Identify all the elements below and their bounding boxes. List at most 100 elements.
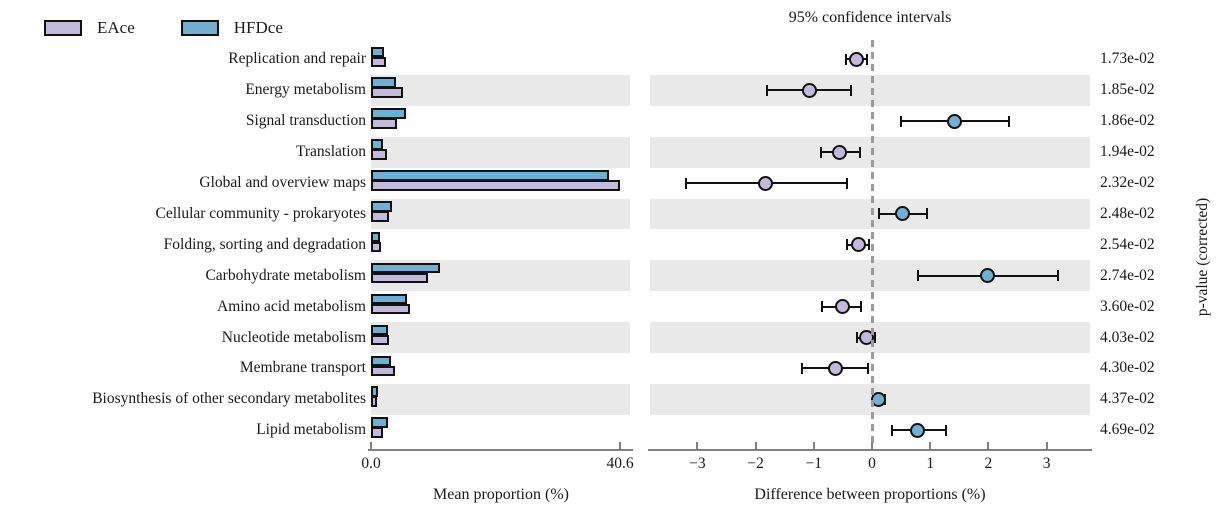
- row-stripe-left: [371, 322, 630, 353]
- pvalue-label: 4.03e-02: [1100, 328, 1155, 346]
- ci-cap-high: [850, 84, 853, 96]
- row-stripe-left: [371, 383, 630, 415]
- bar-hfdce: [371, 46, 384, 57]
- right-axis-tick: [871, 442, 873, 449]
- pvalue-label: 4.30e-02: [1100, 359, 1155, 377]
- ci-cap-high: [1008, 115, 1011, 127]
- eace-swatch-icon: [44, 20, 82, 36]
- ci-cap-high: [868, 239, 871, 251]
- category-label: Replication and repair: [228, 50, 366, 68]
- bar-eace: [371, 211, 389, 222]
- legend-item-eace: EAce: [44, 18, 135, 38]
- bar-hfdce: [371, 386, 378, 397]
- category-label: Energy metabolism: [245, 81, 366, 99]
- right-axis-tick: [696, 442, 699, 449]
- ci-cap-low: [765, 84, 768, 96]
- ci-cap-high: [944, 424, 947, 436]
- diff-mean-dot: [827, 360, 843, 376]
- right-axis-title: Difference between proportions (%): [754, 486, 986, 503]
- right-axis-tick-label: 2: [984, 455, 993, 472]
- bar-eace: [371, 427, 384, 438]
- right-axis-tick-label: −2: [747, 455, 764, 472]
- category-label: Lipid metabolism: [256, 421, 366, 439]
- diff-mean-dot: [834, 299, 850, 315]
- pvalue-label: 2.74e-02: [1100, 266, 1155, 284]
- ci-cap-high: [874, 332, 877, 344]
- diff-mean-dot: [801, 82, 817, 98]
- right-axis-tick-label: 0: [868, 455, 876, 472]
- row-stripe-left: [371, 136, 630, 168]
- ci-cap-low: [820, 301, 823, 313]
- bar-eace: [371, 87, 403, 98]
- ci-cap-high: [859, 301, 862, 313]
- pvalue-label: 3.60e-02: [1100, 297, 1155, 315]
- diff-mean-dot: [947, 113, 963, 129]
- right-axis-tick: [754, 442, 757, 449]
- left-axis-tick: [619, 442, 621, 449]
- pvalue-label: 1.73e-02: [1100, 50, 1155, 68]
- ci-cap-low: [890, 424, 893, 436]
- bar-eace: [371, 118, 397, 129]
- category-label: Biosynthesis of other secondary metaboli…: [92, 390, 366, 408]
- ci-cap-high: [925, 208, 928, 220]
- confidence-intervals-title: 95% confidence intervals: [788, 9, 952, 26]
- pvalue-label: 2.32e-02: [1100, 174, 1155, 192]
- ci-cap-high: [858, 146, 861, 158]
- right-axis-tick: [1045, 442, 1048, 449]
- left-axis-title: Mean proportion (%): [433, 486, 569, 503]
- bar-hfdce: [371, 139, 384, 150]
- right-axis-tick: [812, 442, 815, 449]
- right-axis-tick-label: 3: [1042, 455, 1051, 472]
- pvalue-label: 1.86e-02: [1100, 112, 1155, 130]
- hfdce-swatch-icon: [180, 20, 219, 36]
- bar-eace: [371, 241, 382, 253]
- zero-reference-line: [871, 40, 874, 448]
- row-stripe-left: [371, 198, 630, 230]
- bar-eace: [371, 56, 386, 67]
- category-label: Translation: [295, 143, 366, 161]
- pvalue-label: 1.94e-02: [1100, 143, 1155, 161]
- pvalue-label: 2.48e-02: [1100, 204, 1155, 222]
- ci-cap-low: [684, 177, 687, 189]
- diff-mean-dot: [757, 175, 773, 191]
- category-label: Amino acid metabolism: [217, 297, 366, 315]
- ci-cap-high: [1057, 270, 1060, 282]
- category-label: Nucleotide metabolism: [221, 328, 366, 346]
- pvalue-label: 4.69e-02: [1100, 421, 1155, 439]
- left-axis-line: [368, 449, 633, 451]
- legend-label-hfdce: HFDce: [233, 18, 283, 37]
- bar-hfdce: [371, 231, 381, 243]
- right-axis-tick: [987, 442, 990, 449]
- pvalue-axis-label: p-value (corrected): [1194, 197, 1211, 317]
- right-axis-line: [648, 449, 1092, 451]
- category-label: Carbohydrate metabolism: [205, 266, 366, 284]
- bar-hfdce: [371, 324, 389, 336]
- right-axis-tick: [929, 442, 932, 449]
- category-label: Folding, sorting and degradation: [163, 235, 366, 253]
- legend-item-hfdce: HFDce: [180, 18, 283, 38]
- row-stripe-right: [650, 136, 1090, 168]
- row-stripe-right: [650, 198, 1090, 230]
- category-label: Membrane transport: [239, 359, 366, 377]
- legend: EAce HFDce: [44, 18, 329, 38]
- pvalue-label: 4.37e-02: [1100, 390, 1155, 408]
- ci-cap-low: [820, 146, 823, 158]
- ci-cap-low: [900, 115, 903, 127]
- bar-eace: [371, 272, 429, 284]
- bar-eace: [371, 149, 387, 160]
- left-axis-tick-label: 40.6: [606, 455, 634, 472]
- pvalue-label: 1.85e-02: [1100, 81, 1155, 99]
- ci-cap-low: [845, 239, 848, 251]
- bar-eace: [371, 396, 378, 407]
- category-label: Cellular community - prokaryotes: [155, 204, 367, 222]
- left-axis-tick: [370, 442, 372, 449]
- bar-eace: [371, 180, 620, 191]
- category-label: Signal transduction: [245, 112, 366, 130]
- bar-eace: [371, 334, 389, 346]
- diff-mean-dot: [895, 206, 911, 222]
- bar-hfdce: [371, 170, 609, 181]
- bar-eace: [371, 303, 411, 315]
- bar-hfdce: [371, 201, 392, 212]
- ci-cap-low: [801, 362, 804, 374]
